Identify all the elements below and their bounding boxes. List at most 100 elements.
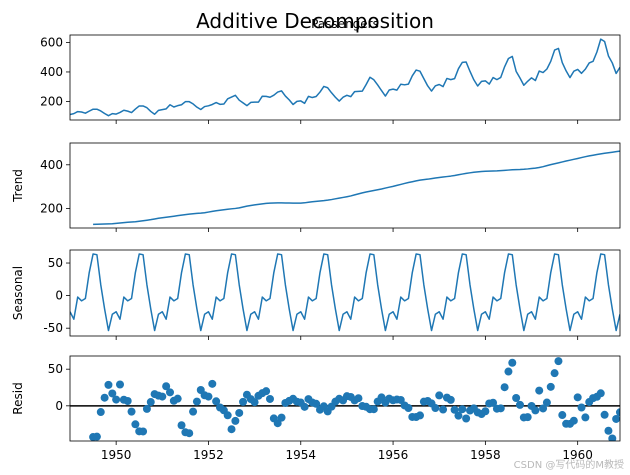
scatter-point	[239, 397, 248, 406]
scatter-point	[177, 421, 186, 430]
scatter-point	[142, 404, 151, 413]
scatter-point	[204, 392, 213, 401]
axes-frame	[69, 355, 621, 442]
scatter-point	[108, 389, 117, 398]
scatter-point	[450, 405, 459, 414]
axes-frame	[69, 34, 621, 121]
scatter-point	[577, 403, 586, 412]
scatter-point	[508, 358, 517, 367]
scatter-point	[615, 408, 620, 417]
y-tick-label: 400	[40, 158, 63, 172]
panel-trend: 200 400 Trend	[11, 142, 621, 232]
scatter-point	[231, 416, 240, 425]
scatter-point	[539, 404, 548, 413]
x-tick-label: 1954	[285, 448, 316, 462]
scatter-point	[223, 411, 232, 420]
scatter-point	[300, 402, 309, 411]
scatter-point	[139, 427, 148, 436]
scatter-point	[262, 387, 271, 396]
panel-observed: 200 400 600 Passengers	[40, 17, 621, 124]
scatter-point	[116, 380, 124, 389]
scatter-point	[496, 404, 505, 413]
scatter-point	[189, 407, 198, 416]
scatter-point	[131, 420, 140, 429]
scatter-point	[112, 395, 121, 404]
y-tick-label: 200	[40, 201, 63, 215]
scatter-point	[535, 386, 544, 395]
scatter-point	[404, 404, 413, 413]
scatter-point	[127, 407, 136, 416]
scatter-point	[608, 434, 617, 441]
y-tick-label: 400	[40, 65, 63, 79]
y-axis-label: Resid	[11, 382, 25, 414]
y-axis-label: Seasonal	[11, 266, 25, 320]
scatter-point	[277, 413, 286, 422]
scatter-point	[612, 414, 620, 423]
series-line	[70, 38, 620, 117]
scatter-point	[531, 406, 540, 415]
y-axis-label: Trend	[11, 169, 25, 203]
scatter-point	[208, 379, 217, 388]
x-tick-label: 1952	[193, 448, 224, 462]
scatter-point	[446, 395, 455, 404]
panel-seasonal: -50 0 50 Seasonal	[11, 249, 621, 340]
scatter-point	[265, 394, 274, 403]
series-line	[93, 150, 620, 226]
scatter-point	[604, 426, 613, 435]
scatter-point	[581, 413, 590, 422]
x-tick-label: 1958	[470, 448, 501, 462]
scatter-point	[250, 398, 259, 407]
scatter-point	[481, 407, 490, 416]
scatter-point	[596, 389, 605, 398]
scatter-point	[523, 413, 532, 422]
scatter-point	[600, 410, 609, 419]
scatter-point	[546, 382, 555, 391]
x-tick-label: 1956	[378, 448, 409, 462]
scatter-point	[542, 398, 551, 407]
figure-title: Additive Decomposition	[196, 9, 434, 33]
scatter-point	[235, 408, 244, 417]
scatter-point	[162, 382, 171, 391]
scatter-point	[454, 411, 463, 420]
watermark: CSDN @写代码的M教授	[514, 458, 624, 471]
axes-frame	[69, 249, 621, 337]
scatter-point	[554, 357, 563, 366]
scatter-point	[439, 405, 448, 414]
series-line	[70, 253, 620, 332]
axes-frame	[69, 142, 621, 229]
scatter-point	[227, 425, 236, 434]
y-tick-label: 0	[55, 289, 63, 303]
scatter-point	[435, 391, 444, 400]
scatter-point	[100, 393, 109, 402]
scatter-point	[500, 383, 509, 392]
y-tick-label: -50	[43, 321, 63, 335]
scatter-point	[92, 432, 101, 441]
scatter-point	[512, 393, 521, 402]
panel-title: Passengers	[311, 17, 379, 31]
scatter-point	[573, 393, 582, 402]
scatter-point	[192, 397, 201, 406]
scatter-point	[504, 367, 513, 376]
scatter-point	[515, 400, 524, 409]
scatter-point	[431, 404, 440, 413]
scatter-point	[212, 397, 221, 406]
scatter-point	[123, 396, 132, 405]
x-tick-label: 1950	[101, 448, 132, 462]
y-tick-label: 50	[48, 256, 63, 270]
scatter-point	[166, 388, 174, 397]
scatter-point	[354, 394, 363, 403]
scatter-point	[462, 414, 471, 423]
scatter-point	[173, 394, 182, 403]
scatter-point	[96, 408, 105, 417]
y-tick-label: 600	[40, 35, 63, 49]
scatter-point	[415, 411, 424, 420]
scatter-point	[158, 392, 167, 401]
scatter-point	[569, 416, 578, 425]
panel-residual: 0 50 1950 1952 1954 1956 1958 1960 Resid	[11, 355, 621, 462]
y-tick-label: 200	[40, 95, 63, 109]
scatter-point	[369, 405, 378, 414]
scatter-point	[558, 411, 567, 420]
scatter-point	[185, 429, 194, 438]
y-tick-label: 50	[48, 362, 63, 376]
